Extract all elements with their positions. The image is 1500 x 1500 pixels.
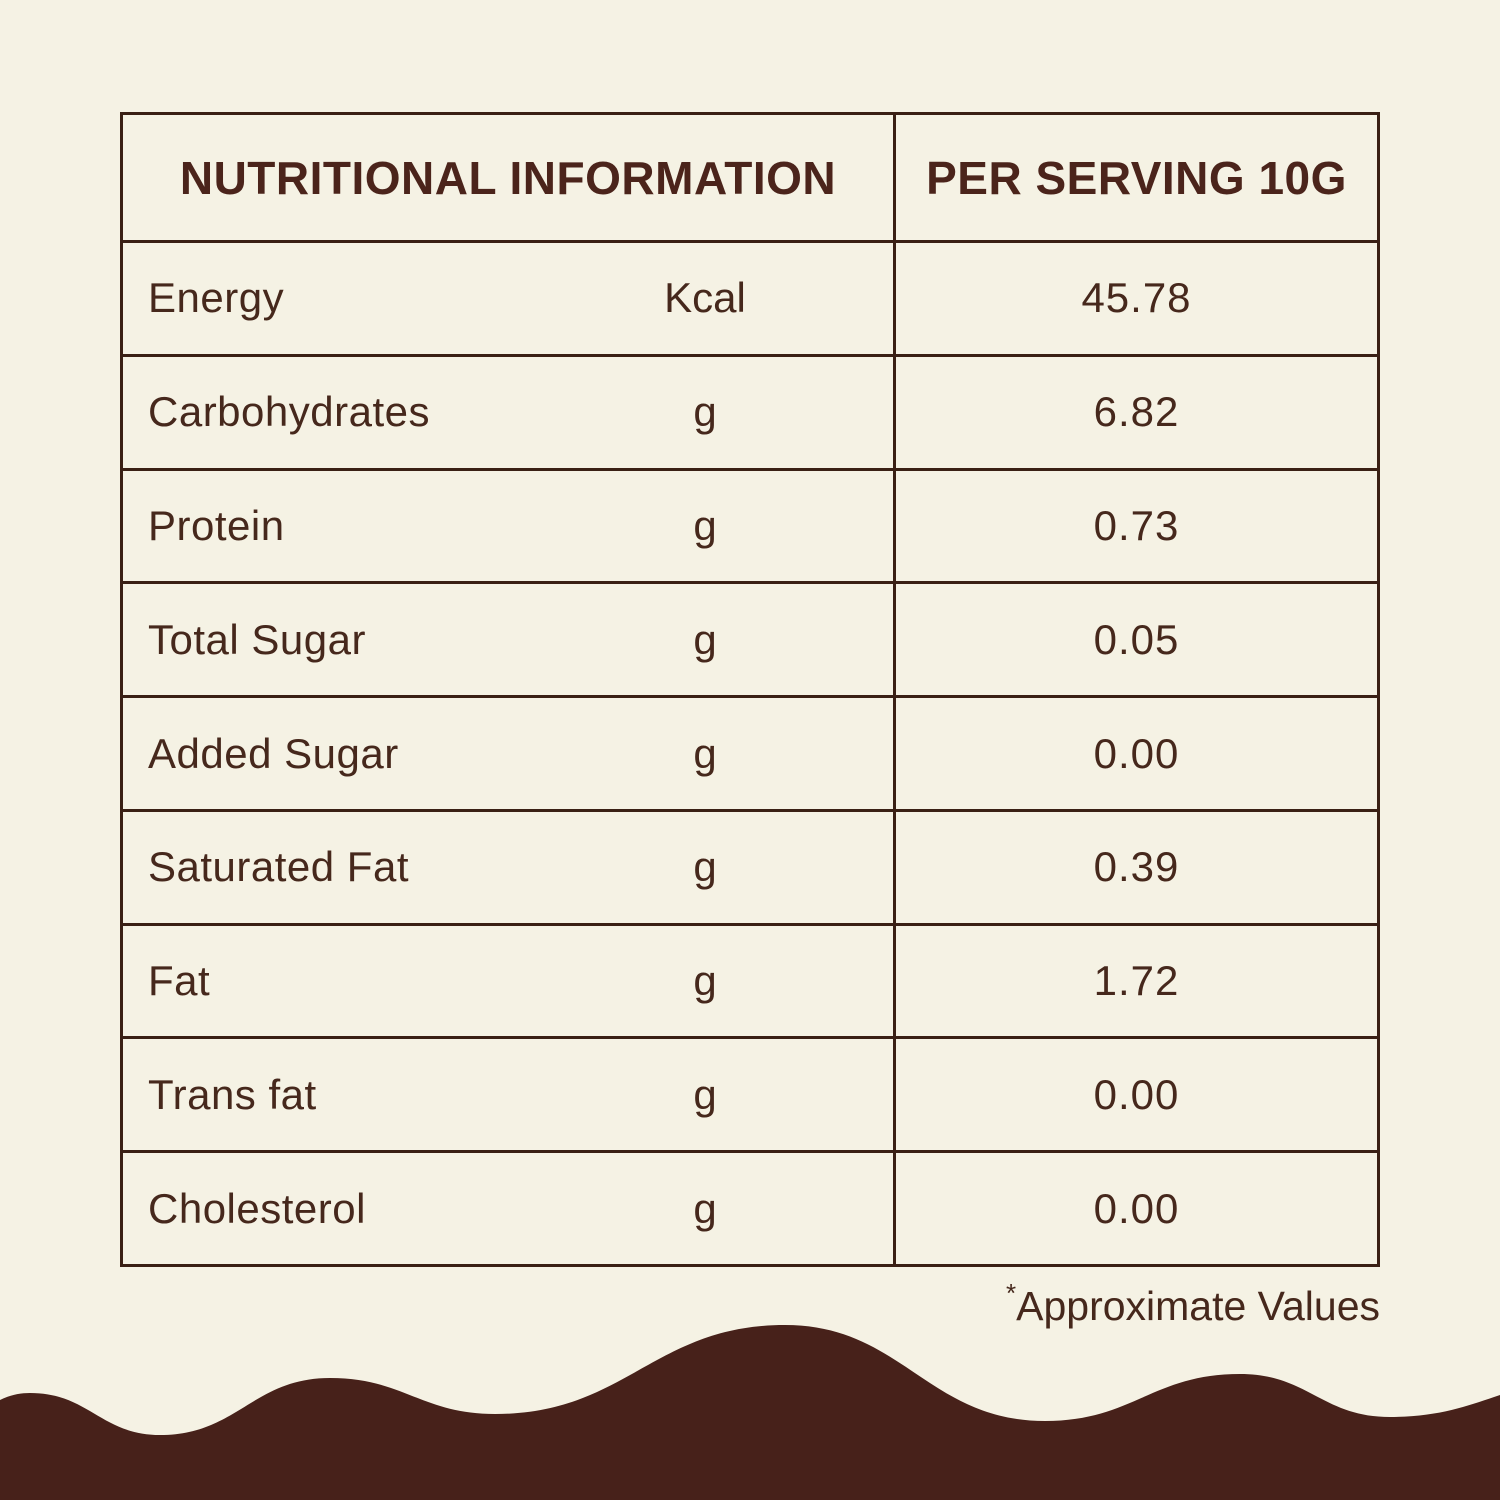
nutrient-value: 0.73 <box>1093 501 1180 549</box>
nutrient-name: Energy <box>148 274 285 322</box>
nutrient-value: 1.72 <box>1093 957 1180 1005</box>
nutrient-value: 0.00 <box>1093 729 1180 777</box>
nutrient-cell: Trans fat g <box>123 1039 896 1151</box>
nutrient-name: Trans fat <box>148 1070 317 1118</box>
nutrient-name: Added Sugar <box>148 729 399 777</box>
nutrient-unit: g <box>693 1184 717 1232</box>
nutrient-value: 0.00 <box>1093 1184 1180 1232</box>
nutrient-cell: Added Sugar g <box>123 698 896 809</box>
nutrient-value: 6.82 <box>1093 388 1180 436</box>
asterisk: * <box>1006 1278 1017 1308</box>
nutrient-name: Protein <box>148 501 285 549</box>
nutrient-cell: Total Sugar g <box>123 584 896 696</box>
table-row: Added Sugar g 0.00 <box>123 698 1377 812</box>
table-row: Cholesterol g 0.00 <box>123 1153 1377 1265</box>
table-row: Trans fat g 0.00 <box>123 1039 1377 1154</box>
nutrient-unit: g <box>693 388 717 436</box>
nutrient-unit: g <box>693 501 717 549</box>
table-header-row: NUTRITIONAL INFORMATION PER SERVING 10G <box>123 115 1377 243</box>
nutrient-name: Total Sugar <box>148 615 366 663</box>
approximate-values-text: Approximate Values <box>1016 1283 1380 1329</box>
nutrient-unit: g <box>693 843 717 891</box>
nutrient-cell: Cholesterol g <box>123 1153 896 1265</box>
header-nutritional-information: NUTRITIONAL INFORMATION <box>123 115 896 240</box>
table-row: Carbohydrates g 6.82 <box>123 356 1377 471</box>
nutrient-name: Carbohydrates <box>148 388 430 436</box>
chocolate-wave-graphic <box>0 1285 1500 1500</box>
nutrient-unit: g <box>693 1070 717 1118</box>
nutrient-value: 0.39 <box>1093 843 1180 891</box>
nutrient-cell: Energy Kcal <box>123 243 896 354</box>
nutrient-unit: g <box>693 957 717 1005</box>
nutrient-value: 45.78 <box>1081 274 1192 322</box>
nutrient-value: 0.05 <box>1093 615 1180 663</box>
nutrient-cell: Carbohydrates g <box>123 356 896 468</box>
table-row: Total Sugar g 0.05 <box>123 584 1377 699</box>
nutrient-name: Saturated Fat <box>148 843 409 891</box>
table-row: Fat g 1.72 <box>123 925 1377 1040</box>
nutrient-cell: Fat g <box>123 925 896 1037</box>
approximate-values-note: *Approximate Values <box>1006 1278 1380 1330</box>
nutrition-table: NUTRITIONAL INFORMATION PER SERVING 10G … <box>120 112 1380 1267</box>
nutrient-value: 0.00 <box>1093 1070 1180 1118</box>
table-body: Energy Kcal 45.78 Carbohydrates g 6.82 P… <box>123 243 1377 1265</box>
nutrient-name: Cholesterol <box>148 1184 366 1232</box>
table-row: Protein g 0.73 <box>123 470 1377 585</box>
nutrient-cell: Saturated Fat g <box>123 811 896 923</box>
nutrient-name: Fat <box>148 957 211 1005</box>
table-row: Energy Kcal 45.78 <box>123 243 1377 357</box>
nutrient-unit: g <box>693 615 717 663</box>
wave-shape <box>0 1325 1500 1500</box>
nutrient-cell: Protein g <box>123 470 896 582</box>
header-per-serving: PER SERVING 10G <box>926 151 1347 204</box>
table-row: Saturated Fat g 0.39 <box>123 811 1377 926</box>
nutrient-unit: g <box>693 729 717 777</box>
nutrient-unit: Kcal <box>664 274 746 322</box>
